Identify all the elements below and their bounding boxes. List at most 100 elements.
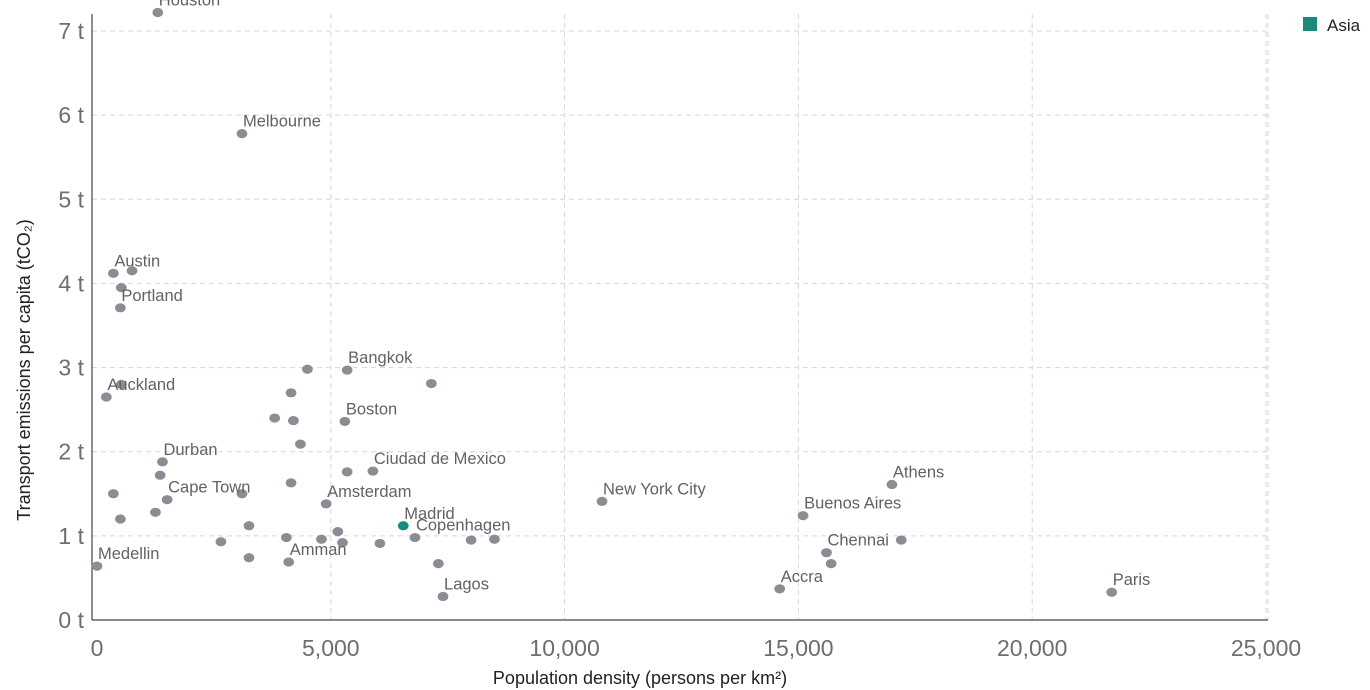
point-label: Buenos Aires — [804, 495, 901, 513]
point-label: Portland — [121, 287, 182, 305]
point-label: Ciudad de Mexico — [374, 450, 506, 468]
point-label: Cape Town — [168, 479, 250, 497]
data-point — [126, 266, 138, 276]
y-tick-label: 1 t — [58, 523, 84, 549]
legend-swatch-asia — [1303, 17, 1317, 31]
data-point — [107, 489, 119, 499]
data-point — [774, 584, 786, 594]
point-label: Amsterdam — [327, 483, 411, 501]
y-tick-label: 2 t — [58, 439, 84, 465]
data-point — [280, 532, 292, 543]
point-labels: Houston Melbourne Austin Portland Auckland Ba… — [98, 0, 1150, 593]
data-point — [236, 489, 248, 499]
point-label: Austin — [114, 252, 160, 270]
data-point — [797, 511, 809, 521]
point-label: Boston — [346, 400, 397, 418]
point-label: Durban — [163, 441, 217, 459]
data-point — [114, 303, 126, 313]
data-point — [114, 514, 126, 524]
data-point — [236, 129, 248, 139]
y-tick-labels: 0 t 1 t 2 t 3 t 4 t 5 t 6 t 7 t — [58, 18, 84, 633]
data-point — [825, 559, 837, 569]
point-label: Amman — [290, 541, 347, 559]
point-label: Madrid — [404, 505, 454, 523]
x-tick-label: 20,000 — [997, 635, 1067, 661]
y-axis-title: Transport emissions per capita (tCO₂) — [14, 219, 34, 520]
x-tick-labels: 0 5,000 10,000 15,000 20,000 25,000 — [91, 635, 1302, 661]
y-tick-label: 0 t — [58, 607, 84, 633]
point-label: Athens — [893, 464, 944, 482]
data-point — [339, 416, 351, 427]
point-label: Copenhagen — [416, 517, 511, 535]
data-point — [332, 527, 344, 537]
point-label: Accra — [781, 568, 824, 586]
data-point — [341, 467, 353, 477]
axes — [91, 14, 1268, 621]
data-point — [397, 521, 409, 531]
data-point — [215, 537, 227, 547]
data-point — [374, 538, 386, 549]
point-label: Chennai — [827, 532, 888, 550]
data-point — [337, 537, 348, 548]
data-point — [152, 7, 164, 18]
y-tick-label: 4 t — [58, 270, 84, 296]
legend-label-asia: Asia — [1327, 16, 1361, 35]
data-point — [489, 534, 500, 544]
data-point — [100, 392, 112, 402]
x-axis-title: Population density (persons per km²) — [493, 668, 787, 688]
data-point — [367, 466, 379, 476]
x-tick-label: 25,000 — [1231, 635, 1301, 661]
data-point — [287, 415, 299, 426]
legend: Asia — [1303, 16, 1361, 35]
data-point — [115, 283, 127, 293]
data-point — [596, 496, 608, 506]
point-label: Auckland — [107, 376, 175, 394]
data-point — [320, 499, 332, 509]
point-label: Houston — [159, 0, 220, 9]
x-tick-label: 0 — [91, 635, 104, 661]
data-point — [437, 591, 449, 602]
x-tick-label: 5,000 — [302, 635, 360, 661]
data-point — [895, 535, 907, 545]
data-point — [243, 553, 255, 563]
data-point — [295, 439, 306, 449]
x-tick-label: 15,000 — [763, 635, 833, 661]
data-point — [302, 364, 313, 374]
data-point — [432, 559, 444, 569]
x-tick-label: 10,000 — [529, 635, 599, 661]
data-point — [107, 268, 119, 278]
point-label: Bangkok — [348, 349, 413, 367]
point-label: New York City — [603, 480, 706, 498]
grid-lines — [92, 14, 1269, 620]
data-point — [154, 470, 166, 480]
data-point — [285, 478, 297, 488]
data-point — [243, 521, 255, 531]
data-point — [465, 535, 477, 545]
data-point — [269, 413, 281, 423]
data-point — [91, 561, 103, 571]
data-point — [341, 365, 353, 375]
data-point — [316, 534, 327, 544]
data-point — [821, 548, 832, 558]
data-point — [150, 507, 161, 517]
data-points — [91, 7, 1118, 602]
data-point — [886, 479, 898, 490]
y-tick-label: 3 t — [58, 355, 84, 381]
data-point — [157, 457, 168, 467]
data-point — [425, 378, 437, 389]
y-tick-label: 5 t — [58, 186, 84, 212]
data-point — [283, 557, 295, 567]
y-tick-label: 7 t — [58, 18, 84, 44]
point-label: Paris — [1113, 571, 1151, 589]
point-label: Medellin — [98, 545, 159, 563]
data-point — [115, 379, 127, 389]
y-tick-label: 6 t — [58, 102, 84, 128]
data-point — [1106, 587, 1118, 597]
data-point — [409, 532, 421, 543]
data-point — [285, 388, 297, 398]
point-label: Lagos — [444, 575, 489, 593]
data-point — [161, 495, 173, 505]
point-label: Melbourne — [243, 113, 321, 131]
